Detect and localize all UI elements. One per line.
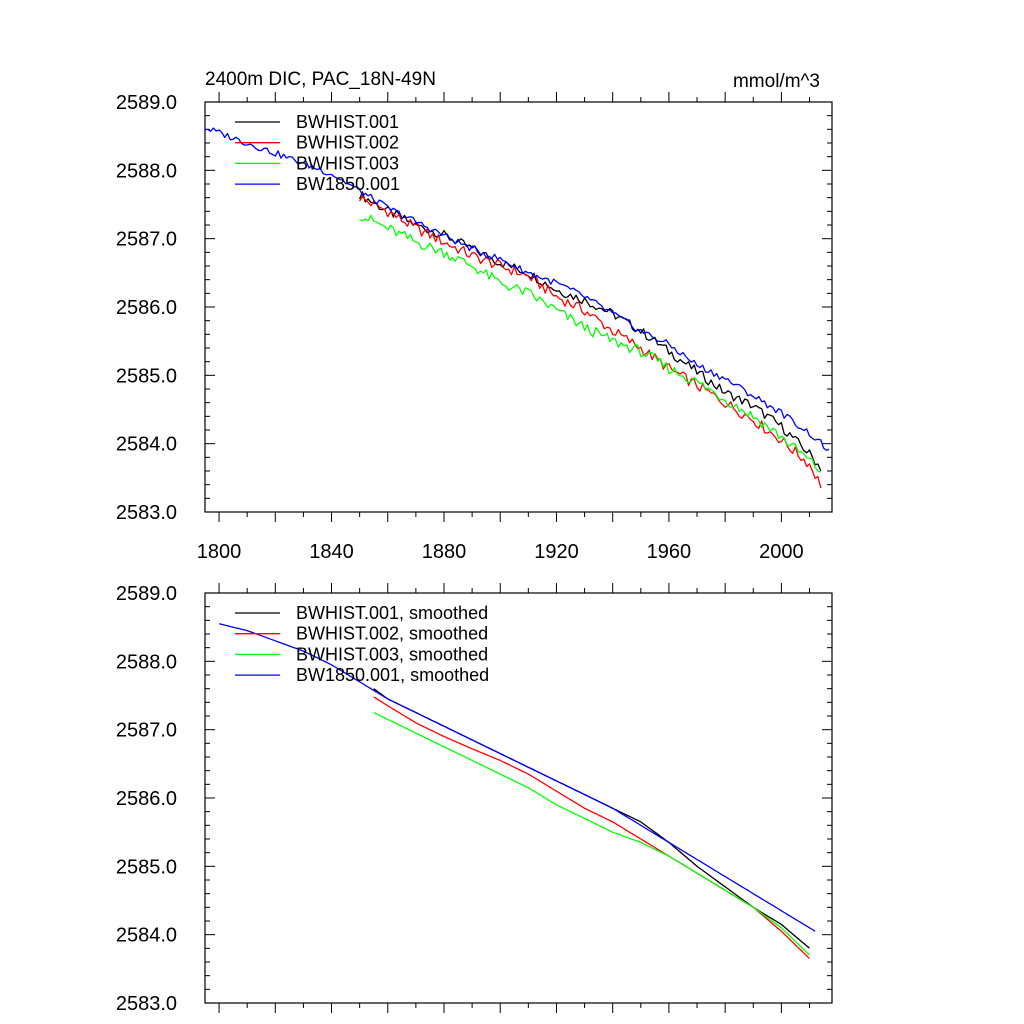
x-tick-label: 1880 [422, 541, 467, 563]
y-tick-label: 2589.0 [116, 583, 177, 605]
bottom-panel: 2583.0 2584.0 2585.0 2586.0 2587.0 2588.0 2589… [116, 583, 833, 1015]
y-tick-label: 2583.0 [116, 502, 177, 524]
legend-label: BW1850.001 [296, 174, 400, 194]
x-tick-label: 1800 [197, 541, 242, 563]
y-tick-label: 2588.0 [116, 160, 177, 182]
series-line-4 [218, 623, 816, 932]
y-tick-label: 2585.0 [116, 856, 177, 878]
legend-label: BW1850.001, smoothed [296, 665, 489, 685]
y-tick-label: 2587.0 [116, 229, 177, 251]
y-tick-label: 2584.0 [116, 434, 177, 456]
y-tick-label: 2588.0 [116, 651, 177, 673]
y-tick-label: 2583.0 [116, 993, 177, 1015]
series-line-2 [359, 195, 822, 489]
x-tick-label: 1840 [309, 541, 354, 563]
chart-units: mmol/m^3 [733, 71, 820, 92]
legend-label: BWHIST.002 [296, 133, 399, 153]
series-line-1 [373, 688, 810, 949]
series-line-1 [358, 191, 822, 471]
y-tick-label: 2586.0 [116, 788, 177, 810]
y-tick-label: 2584.0 [116, 925, 177, 947]
x-tick-label: 1920 [534, 541, 579, 563]
legend-label: BWHIST.003, smoothed [296, 644, 488, 664]
legend-label: BWHIST.002, smoothed [296, 624, 488, 644]
y-tick-label: 2585.0 [116, 365, 177, 387]
series-line-3 [359, 214, 822, 473]
top-panel: 2400m DIC, PAC_18N-49N mmol/m^3 2583.0 25… [116, 69, 833, 563]
x-tick-label: 1960 [647, 541, 692, 563]
y-tick-label: 2589.0 [116, 92, 177, 114]
y-tick-label: 2586.0 [116, 297, 177, 319]
series-line-3 [373, 712, 810, 956]
x-tick-label: 2000 [759, 541, 804, 563]
legend-label: BWHIST.001 [296, 112, 399, 132]
series-line-4 [205, 127, 830, 451]
y-tick-label: 2587.0 [116, 720, 177, 742]
chart-title: 2400m DIC, PAC_18N-49N [205, 69, 436, 90]
legend-label: BWHIST.003 [296, 153, 399, 173]
series-line-2 [373, 696, 810, 960]
legend-label: BWHIST.001, smoothed [296, 603, 488, 623]
